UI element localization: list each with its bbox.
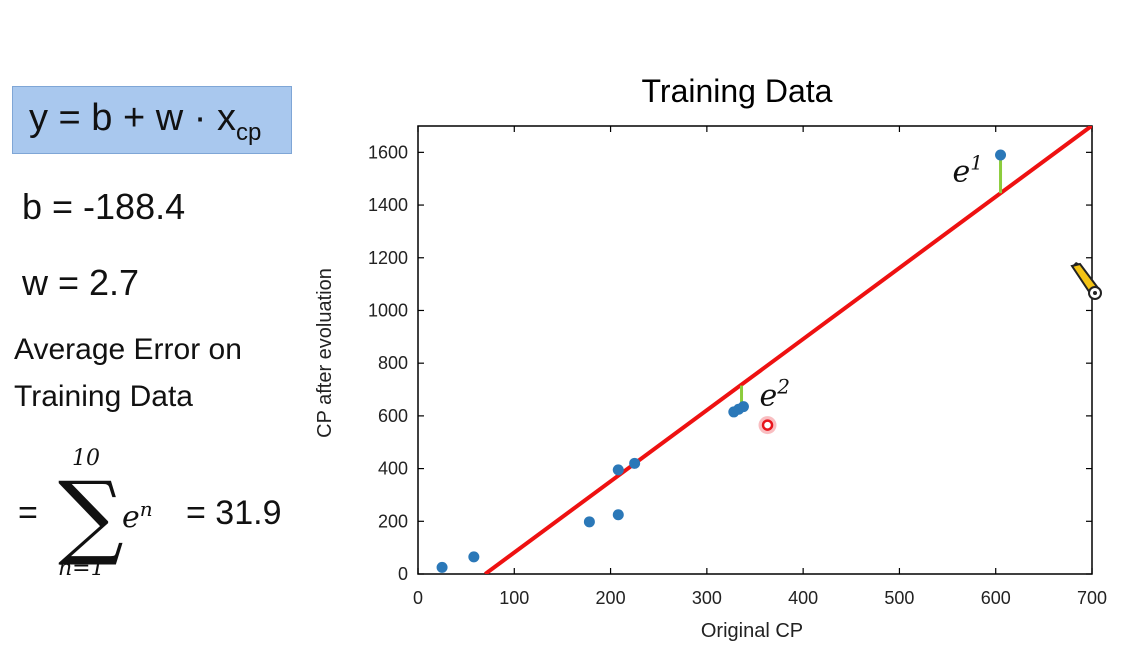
x-axis-label: Original CP (701, 620, 803, 642)
sum-upper-limit: 10 (72, 446, 100, 471)
b-value: b = -188.4 (22, 186, 186, 227)
y-tick-label: 0 (398, 564, 408, 584)
data-point (629, 457, 641, 469)
x-tick-label: 400 (788, 588, 818, 608)
sum-term: en (122, 497, 153, 535)
x-tick-label: 100 (499, 588, 529, 608)
equals-sign: = (18, 494, 38, 532)
x-tick-label: 300 (692, 588, 722, 608)
x-tick-label: 500 (884, 588, 914, 608)
y-tick-label: 800 (378, 353, 408, 373)
avg-error-label-line1: Average Error on (14, 333, 242, 366)
y-axis-label: CP after evoluation (314, 268, 336, 438)
error-label: e2 (760, 375, 791, 414)
y-tick-label: 600 (378, 406, 408, 426)
data-point (995, 149, 1007, 161)
y-tick-label: 400 (378, 459, 408, 479)
x-tick-label: 600 (981, 588, 1011, 608)
data-point (612, 464, 624, 476)
y-tick-label: 1200 (368, 248, 408, 268)
formula-box: y = b + w · xcp (12, 86, 292, 154)
avg-error-label-line2: Training Data (14, 380, 193, 413)
regression-line (483, 126, 1092, 574)
data-point (612, 509, 624, 521)
data-point (583, 516, 595, 528)
data-point (737, 401, 749, 413)
sum-lower-limit: n=1 (58, 556, 105, 581)
sigma-symbol: ∑ (58, 462, 124, 569)
y-tick-label: 200 (378, 511, 408, 531)
highlight-marker (761, 419, 774, 431)
x-tick-label: 200 (596, 588, 626, 608)
data-point (468, 551, 480, 563)
w-value: w = 2.7 (22, 262, 140, 303)
x-tick-label: 700 (1077, 588, 1107, 608)
x-tick-label: 0 (413, 588, 423, 608)
chart-title: Training Data (642, 73, 833, 109)
model-formula: y = b + w · xcp (29, 97, 262, 146)
data-point (436, 561, 448, 573)
y-tick-label: 1000 (368, 300, 408, 320)
pencil-cursor-icon (1068, 262, 1104, 309)
y-tick-label: 1600 (368, 142, 408, 162)
error-label: e1 (953, 150, 984, 189)
formula-subscript: cp (235, 119, 262, 146)
sum-result: = 31.9 (186, 494, 282, 532)
y-tick-label: 1400 (368, 195, 408, 215)
plot-frame (417, 125, 1093, 575)
